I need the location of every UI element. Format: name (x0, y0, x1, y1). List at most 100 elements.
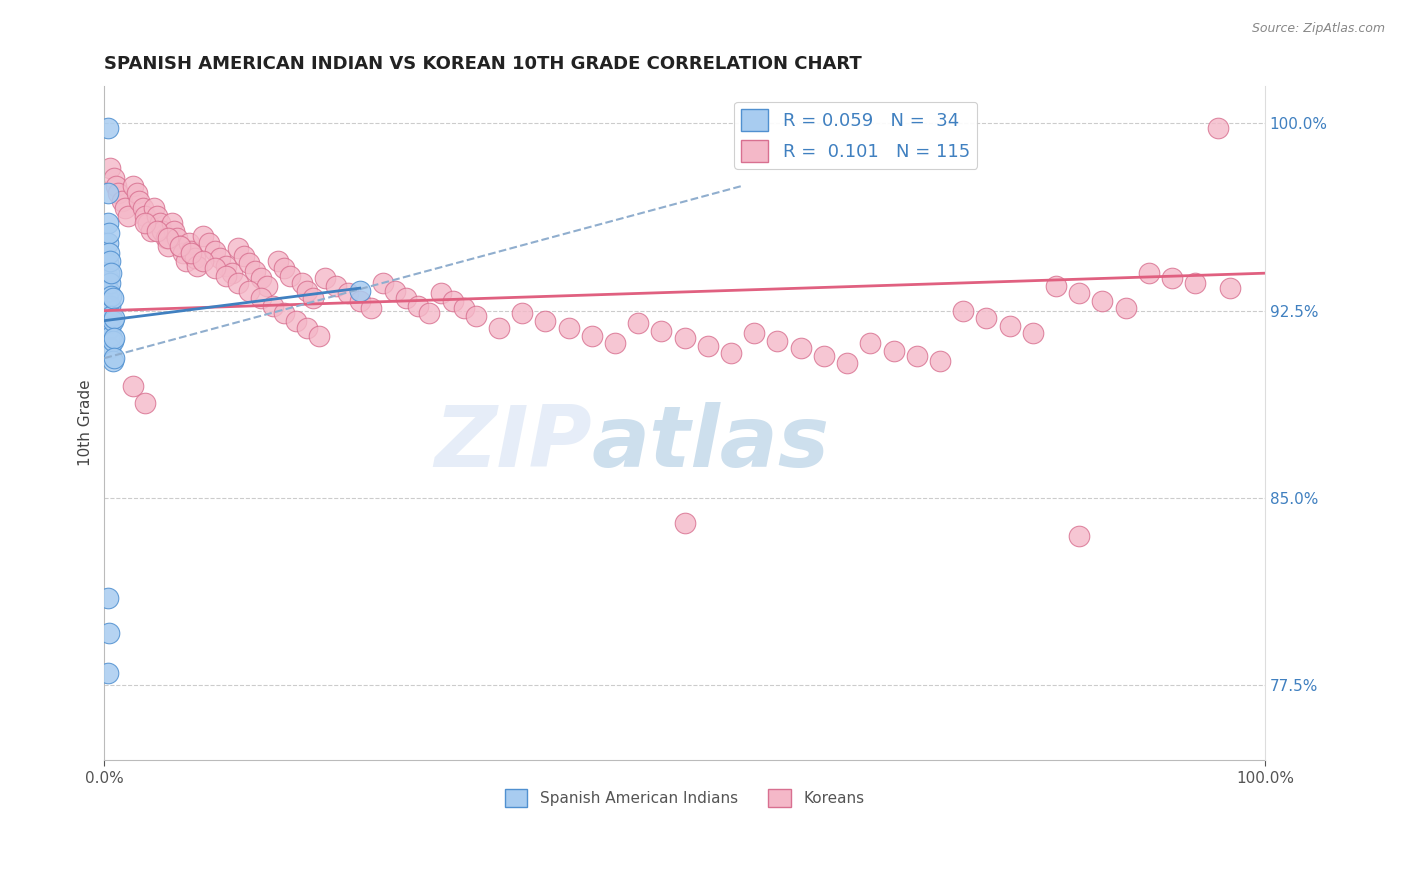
Point (166, 231, 188, 245)
Point (152, 224, 174, 238)
Point (172, 246, 194, 260)
Point (1137, 266, 1160, 280)
Point (302, 291, 325, 305)
Point (314, 271, 336, 285)
Point (929, 353, 952, 368)
Text: ZIP: ZIP (434, 401, 592, 485)
Point (143, 201, 166, 215)
Point (103, 331, 125, 345)
Point (221, 266, 243, 280)
Point (215, 268, 238, 283)
Point (650, 324, 672, 338)
Point (134, 209, 156, 223)
Point (98, 266, 121, 280)
Point (267, 253, 290, 268)
Point (250, 271, 273, 285)
Point (101, 353, 124, 368)
Point (278, 268, 301, 283)
Y-axis label: 10th Grade: 10th Grade (79, 380, 93, 467)
Point (1115, 301, 1137, 315)
Point (97, 256, 120, 270)
Point (297, 284, 319, 298)
Point (360, 301, 382, 315)
Point (117, 209, 139, 223)
Point (204, 261, 226, 276)
Point (273, 306, 295, 320)
Point (169, 238, 191, 252)
Point (180, 244, 202, 258)
Text: Source: ZipAtlas.com: Source: ZipAtlas.com (1251, 22, 1385, 36)
Point (430, 286, 453, 301)
Point (107, 186, 129, 201)
Point (169, 238, 191, 252)
Point (557, 321, 579, 335)
Point (371, 276, 394, 290)
Point (98, 161, 121, 176)
Point (905, 349, 928, 363)
Point (98, 253, 121, 268)
Point (98, 626, 121, 640)
Point (145, 224, 167, 238)
Point (98, 276, 121, 290)
Point (232, 249, 254, 263)
Point (198, 236, 221, 251)
Point (297, 321, 319, 335)
Point (111, 194, 134, 208)
Point (191, 228, 214, 243)
Point (97, 186, 120, 201)
Point (139, 224, 162, 238)
Point (284, 313, 307, 327)
Point (1069, 286, 1091, 301)
Point (157, 231, 180, 245)
Point (128, 194, 150, 208)
Point (1069, 528, 1091, 542)
Point (97, 216, 120, 230)
Point (952, 303, 974, 318)
Point (441, 293, 464, 308)
Point (184, 251, 207, 265)
Point (186, 259, 208, 273)
Point (97, 591, 120, 605)
Point (859, 336, 882, 351)
Point (1208, 121, 1230, 136)
Point (100, 309, 122, 323)
Point (103, 351, 125, 365)
Point (100, 328, 122, 343)
Point (1091, 293, 1114, 308)
Point (100, 266, 122, 280)
Legend: Spanish American Indians, Koreans: Spanish American Indians, Koreans (499, 782, 870, 814)
Point (673, 331, 696, 345)
Text: atlas: atlas (592, 401, 830, 485)
Point (976, 311, 998, 326)
Point (97, 291, 120, 305)
Point (998, 318, 1021, 333)
Point (103, 171, 125, 186)
Point (789, 341, 811, 355)
Point (104, 178, 127, 193)
Point (813, 349, 835, 363)
Point (627, 316, 650, 330)
Point (418, 306, 440, 320)
Point (138, 216, 160, 230)
Point (534, 313, 557, 327)
Point (114, 201, 136, 215)
Point (98, 284, 121, 298)
Point (1184, 276, 1206, 290)
Point (97, 121, 120, 136)
Point (134, 216, 156, 230)
Point (157, 238, 180, 252)
Point (215, 259, 238, 273)
Point (262, 299, 284, 313)
Point (226, 276, 249, 290)
Point (103, 311, 125, 326)
Point (226, 241, 249, 255)
Point (1022, 326, 1045, 340)
Point (1161, 271, 1184, 285)
Point (395, 291, 418, 305)
Point (742, 326, 765, 340)
Point (1045, 278, 1067, 293)
Point (882, 343, 904, 358)
Point (122, 378, 145, 392)
Point (291, 276, 314, 290)
Point (101, 291, 124, 305)
